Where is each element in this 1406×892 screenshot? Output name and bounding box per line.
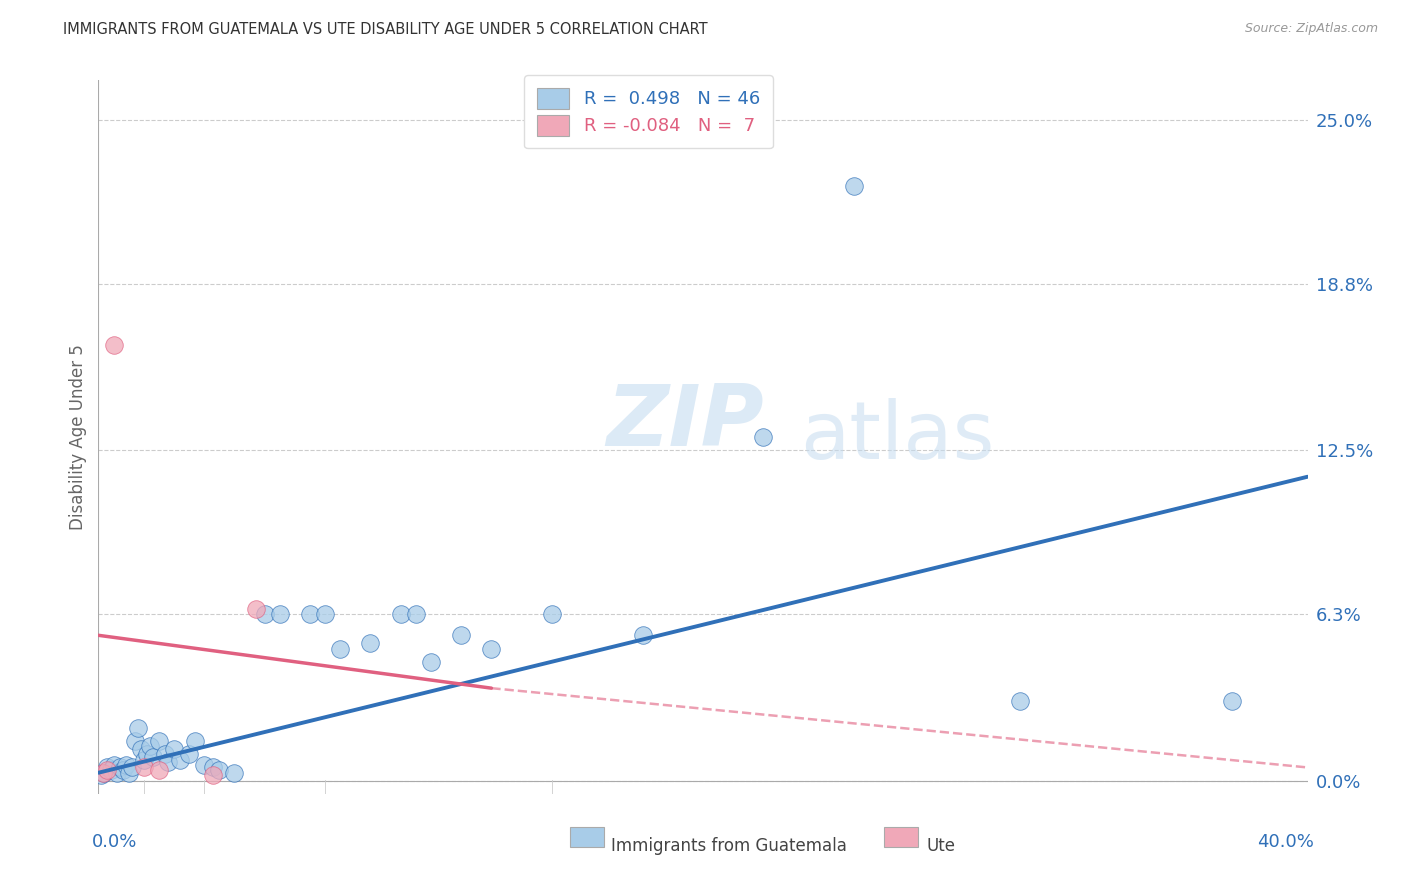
Point <box>193 757 215 772</box>
Point <box>148 734 170 748</box>
Point <box>202 768 225 782</box>
Point <box>132 760 155 774</box>
Point <box>153 747 176 762</box>
Point <box>314 607 336 622</box>
Point <box>420 655 443 669</box>
Point <box>1010 694 1032 708</box>
FancyBboxPatch shape <box>884 828 918 847</box>
Point <box>118 765 141 780</box>
Point <box>1220 694 1243 708</box>
Point <box>132 752 155 766</box>
Point <box>100 763 122 777</box>
Point <box>163 742 186 756</box>
Point <box>184 734 207 748</box>
Point <box>156 755 179 769</box>
Point <box>103 337 125 351</box>
FancyBboxPatch shape <box>569 828 603 847</box>
Point <box>329 641 352 656</box>
Y-axis label: Disability Age Under 5: Disability Age Under 5 <box>69 344 87 530</box>
Point <box>269 607 291 622</box>
Point <box>129 742 152 756</box>
Point <box>208 763 231 777</box>
Text: Source: ZipAtlas.com: Source: ZipAtlas.com <box>1244 22 1378 36</box>
Text: Immigrants from Guatemala: Immigrants from Guatemala <box>612 837 846 855</box>
Point <box>108 760 131 774</box>
Point <box>450 628 472 642</box>
Text: IMMIGRANTS FROM GUATEMALA VS UTE DISABILITY AGE UNDER 5 CORRELATION CHART: IMMIGRANTS FROM GUATEMALA VS UTE DISABIL… <box>63 22 707 37</box>
Point <box>389 607 412 622</box>
Point <box>111 763 134 777</box>
Point <box>91 765 114 780</box>
Point <box>124 734 146 748</box>
Text: Ute: Ute <box>927 837 956 855</box>
Point <box>224 765 246 780</box>
Point <box>844 179 866 194</box>
Text: ZIP: ZIP <box>606 381 763 465</box>
Point <box>299 607 322 622</box>
Text: atlas: atlas <box>800 398 994 476</box>
Point <box>139 739 162 754</box>
Point <box>90 768 112 782</box>
Text: 0.0%: 0.0% <box>93 833 138 851</box>
Point <box>245 602 267 616</box>
Point <box>93 765 115 780</box>
Point <box>202 760 225 774</box>
Point <box>481 641 503 656</box>
Point <box>253 607 276 622</box>
Point <box>142 750 165 764</box>
Point <box>179 747 201 762</box>
Point <box>752 430 775 444</box>
Text: 40.0%: 40.0% <box>1257 833 1313 851</box>
Point <box>360 636 382 650</box>
Point <box>127 721 149 735</box>
Legend: R =  0.498   N = 46, R = -0.084   N =  7: R = 0.498 N = 46, R = -0.084 N = 7 <box>524 75 773 148</box>
Point <box>631 628 654 642</box>
Point <box>96 763 118 777</box>
Point <box>121 760 143 774</box>
Point <box>96 760 118 774</box>
Point <box>169 752 191 766</box>
Point <box>114 757 136 772</box>
Point <box>540 607 562 622</box>
Point <box>148 763 170 777</box>
Point <box>405 607 427 622</box>
Point <box>103 757 125 772</box>
Point <box>105 765 128 780</box>
Point <box>135 747 157 762</box>
